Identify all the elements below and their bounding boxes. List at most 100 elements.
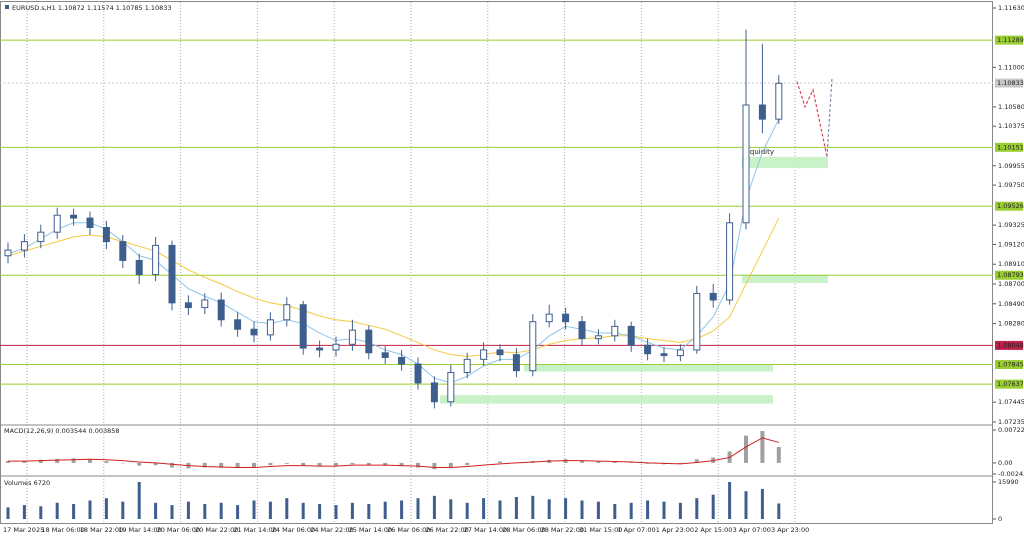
x-tick-label: 26 Mar 06:00: [387, 526, 430, 534]
macd-bar: [694, 459, 699, 463]
y-tick-label: 1.08910: [998, 260, 1024, 268]
volume-bar: [268, 501, 272, 519]
candle-body: [578, 321, 586, 340]
volume-bar: [203, 503, 207, 519]
macd-bar: [744, 435, 748, 463]
macd-signal: [8, 437, 779, 468]
level-label-bg: [995, 270, 1023, 280]
volume-bar: [88, 500, 92, 519]
candle-body: [463, 358, 471, 374]
x-tick-label: 24 Mar 22:00: [310, 526, 353, 534]
volume-bar: [646, 500, 650, 519]
candle-body: [234, 319, 242, 330]
current-price-bg: [995, 78, 1023, 88]
volume-bar: [482, 498, 486, 519]
macd-bar: [252, 462, 256, 468]
candle-body: [660, 353, 668, 357]
candle-body: [102, 226, 110, 243]
level-label-bg: [995, 35, 1023, 45]
volume-bar: [416, 498, 420, 519]
candle-body: [168, 244, 176, 304]
y-tick-label: 1.09750: [998, 181, 1024, 189]
x-tick-label: 24 Mar 06:00: [272, 526, 315, 534]
y-tick-label: 1.09325: [998, 221, 1024, 229]
level-label: 1.07845: [997, 361, 1024, 369]
candle-body: [381, 352, 389, 358]
volume-bar: [301, 502, 305, 519]
candle-body: [316, 347, 324, 351]
current-price-label: 1.10833: [997, 79, 1024, 87]
zone: [742, 274, 828, 284]
candle-body: [562, 313, 570, 323]
y-tick-label: 1.08490: [998, 300, 1024, 308]
candle-body: [348, 329, 356, 345]
macd-bar: [383, 462, 388, 466]
volume-bar: [580, 500, 584, 519]
x-tick-label: 1 Apr 07:00: [617, 526, 655, 534]
zone: [742, 156, 828, 169]
candle-body: [152, 244, 160, 276]
x-tick-label: 19 Mar 14:00: [118, 526, 161, 534]
macd-bar: [465, 462, 470, 466]
macd-label: MACD(12,26,9) 0.003544 0.003858: [4, 427, 120, 435]
macd-bar: [22, 460, 27, 463]
candle-body: [365, 329, 373, 354]
candle-body: [758, 104, 766, 120]
macd-bar: [366, 462, 371, 466]
volume-bar: [629, 502, 633, 519]
level-label-bg: [995, 360, 1023, 370]
macd-bar: [153, 462, 158, 466]
candle-body: [332, 343, 340, 351]
level-label-bg: [995, 142, 1023, 152]
volume-bar: [104, 498, 108, 519]
x-tick-label: 3 Apr 23:00: [771, 526, 809, 534]
volume-bar: [498, 500, 502, 519]
plot-frame: [0, 1, 993, 524]
x-tick-label: 17 Mar 2025: [3, 526, 44, 534]
candle-body: [496, 349, 504, 356]
candle-body: [283, 304, 291, 321]
volume-bar: [449, 499, 453, 519]
candle-body: [611, 325, 619, 337]
macd-bar: [596, 461, 601, 463]
volume-bar: [400, 500, 404, 519]
volume-bar: [285, 498, 289, 519]
level-label: 1.09526: [997, 202, 1024, 210]
macd-bar: [448, 462, 453, 468]
x-tick-label: 21 Mar 14:00: [233, 526, 276, 534]
y-tick-label: -0.002436: [998, 470, 1024, 478]
candle-body: [480, 349, 488, 360]
volume-bar: [121, 501, 125, 519]
volume-bar: [777, 503, 781, 519]
x-tick-label: 28 Mar 22:00: [541, 526, 584, 534]
candle-body: [414, 363, 422, 384]
volume-bar: [186, 501, 190, 519]
candle-body: [742, 104, 750, 224]
y-tick-label: 1.09120: [998, 240, 1024, 248]
candle-body: [37, 231, 45, 243]
x-tick-label: 18 Mar 06:00: [41, 526, 84, 534]
macd-bar: [104, 461, 109, 463]
volume-bar: [6, 507, 10, 519]
x-tick-label: 3 Apr 07:00: [733, 526, 771, 534]
moving-average: [7, 217, 780, 358]
x-tick-label: 28 Mar 06:00: [502, 526, 545, 534]
volume-bar: [22, 505, 26, 519]
volume-bar: [531, 495, 535, 519]
symbol-icon: [5, 5, 9, 9]
volume-bar: [236, 505, 240, 519]
zone: [524, 364, 773, 372]
y-tick-label: 1.10375: [998, 122, 1024, 130]
y-tick-label: 0.007228: [998, 426, 1024, 434]
candle-body: [20, 241, 28, 251]
y-tick-label: 1.11630: [998, 4, 1024, 12]
candle-body: [676, 349, 684, 357]
volume-bar: [662, 501, 666, 519]
candle-body: [398, 356, 406, 365]
zone: [440, 395, 773, 404]
volume-bar: [465, 502, 469, 519]
level-label-bg: [995, 201, 1023, 211]
volume-bar: [137, 482, 141, 519]
candle-body: [266, 319, 274, 336]
